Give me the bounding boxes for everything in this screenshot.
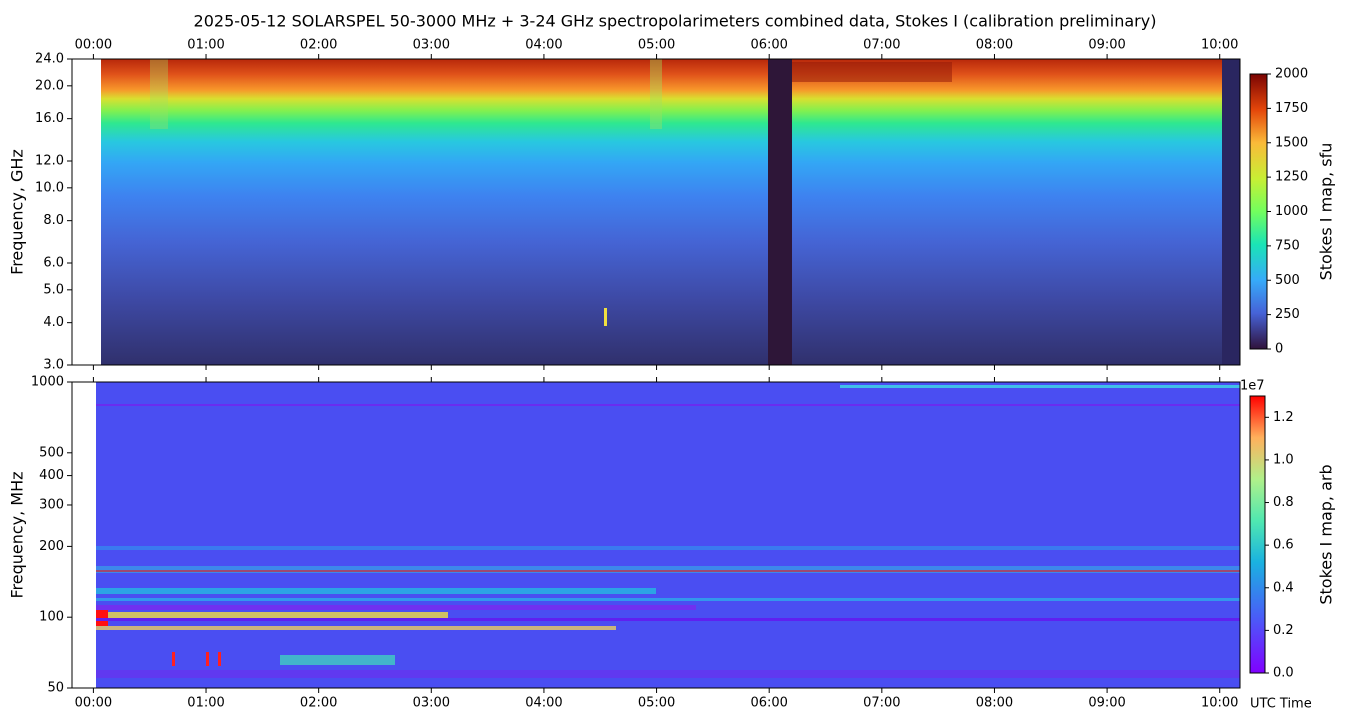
x-tick-label: 04:00 <box>525 38 562 53</box>
x-tick-label: 01:00 <box>187 38 224 53</box>
colorbar-tick-label: 1500 <box>1275 135 1308 150</box>
colorbar-tick-label: 0.6 <box>1273 538 1294 553</box>
y-tick-label: 50 <box>47 681 64 696</box>
colorbar-tick-label: 750 <box>1275 238 1300 253</box>
y-tick-label: 500 <box>39 445 64 460</box>
x-tick-label: 07:00 <box>863 696 900 711</box>
colorbar-tick-label: 1750 <box>1275 101 1308 116</box>
colorbar-tick-label: 1250 <box>1275 170 1308 185</box>
y-tick-label: 3.0 <box>43 358 64 373</box>
x-tick-label: 03:00 <box>413 696 450 711</box>
y-tick-label: 6.0 <box>43 256 64 271</box>
colorbar-tick-label: 250 <box>1275 307 1300 322</box>
y-tick-label: 24.0 <box>35 52 64 67</box>
x-tick-label: 02:00 <box>300 696 337 711</box>
x-tick-label: 05:00 <box>638 38 675 53</box>
colorbar-tick-label: 0.2 <box>1273 623 1294 638</box>
y-tick-label: 200 <box>39 539 64 554</box>
plot-frame <box>71 381 1241 689</box>
x-tick-label: 07:00 <box>863 38 900 53</box>
colorbar-offset: 1e7 <box>1240 379 1265 394</box>
spectrogram-mhz <box>96 382 1240 688</box>
y-tick-label: 16.0 <box>35 111 64 126</box>
colorbar-tick-label: 1.0 <box>1273 452 1294 467</box>
y-tick-label: 12.0 <box>35 154 64 169</box>
y-tick-label: 20.0 <box>35 78 64 93</box>
x-axis-label: UTC Time <box>1250 697 1312 712</box>
y-tick-label: 1000 <box>31 375 64 390</box>
spectrogram-ghz <box>101 59 1240 365</box>
colorbar <box>1249 73 1268 350</box>
chart-title: 2025-05-12 SOLARSPEL 50-3000 MHz + 3-24 … <box>194 12 1157 31</box>
colorbar-tick-label: 2000 <box>1275 67 1308 82</box>
x-tick-label: 02:00 <box>300 38 337 53</box>
colorbar-tick-label: 0.4 <box>1273 580 1294 595</box>
x-tick-label: 08:00 <box>976 696 1013 711</box>
x-tick-label: 08:00 <box>976 38 1013 53</box>
colorbar-label: Stokes I map, sfu <box>1317 143 1336 281</box>
x-tick-label: 10:00 <box>1201 696 1238 711</box>
y-tick-label: 8.0 <box>43 213 64 228</box>
x-tick-label: 05:00 <box>638 696 675 711</box>
x-tick-label: 06:00 <box>750 696 787 711</box>
y-tick-label: 10.0 <box>35 180 64 195</box>
y-tick-label: 5.0 <box>43 282 64 297</box>
x-tick-label: 10:00 <box>1201 38 1238 53</box>
colorbar-tick-label: 0 <box>1275 342 1283 357</box>
y-tick-label: 100 <box>39 610 64 625</box>
x-tick-label: 03:00 <box>413 38 450 53</box>
x-tick-label: 09:00 <box>1088 696 1125 711</box>
x-tick-label: 09:00 <box>1088 38 1125 53</box>
x-tick-label: 00:00 <box>75 38 112 53</box>
colorbar <box>1249 395 1266 674</box>
y-tick-label: 4.0 <box>43 315 64 330</box>
x-tick-label: 04:00 <box>525 696 562 711</box>
y-axis-label: Frequency, GHz <box>8 149 27 275</box>
colorbar-tick-label: 0.0 <box>1273 666 1294 681</box>
colorbar-label: Stokes I map, arb <box>1317 464 1336 604</box>
plot-frame <box>71 58 1241 366</box>
colorbar-tick-label: 500 <box>1275 273 1300 288</box>
y-axis-label: Frequency, MHz <box>8 471 27 598</box>
colorbar-tick-label: 0.8 <box>1273 495 1294 510</box>
x-tick-label: 06:00 <box>750 38 787 53</box>
y-tick-label: 400 <box>39 468 64 483</box>
colorbar-tick-label: 1000 <box>1275 204 1308 219</box>
x-tick-label: 00:00 <box>75 696 112 711</box>
x-tick-label: 01:00 <box>187 696 224 711</box>
colorbar-tick-label: 1.2 <box>1273 410 1294 425</box>
y-tick-label: 300 <box>39 497 64 512</box>
